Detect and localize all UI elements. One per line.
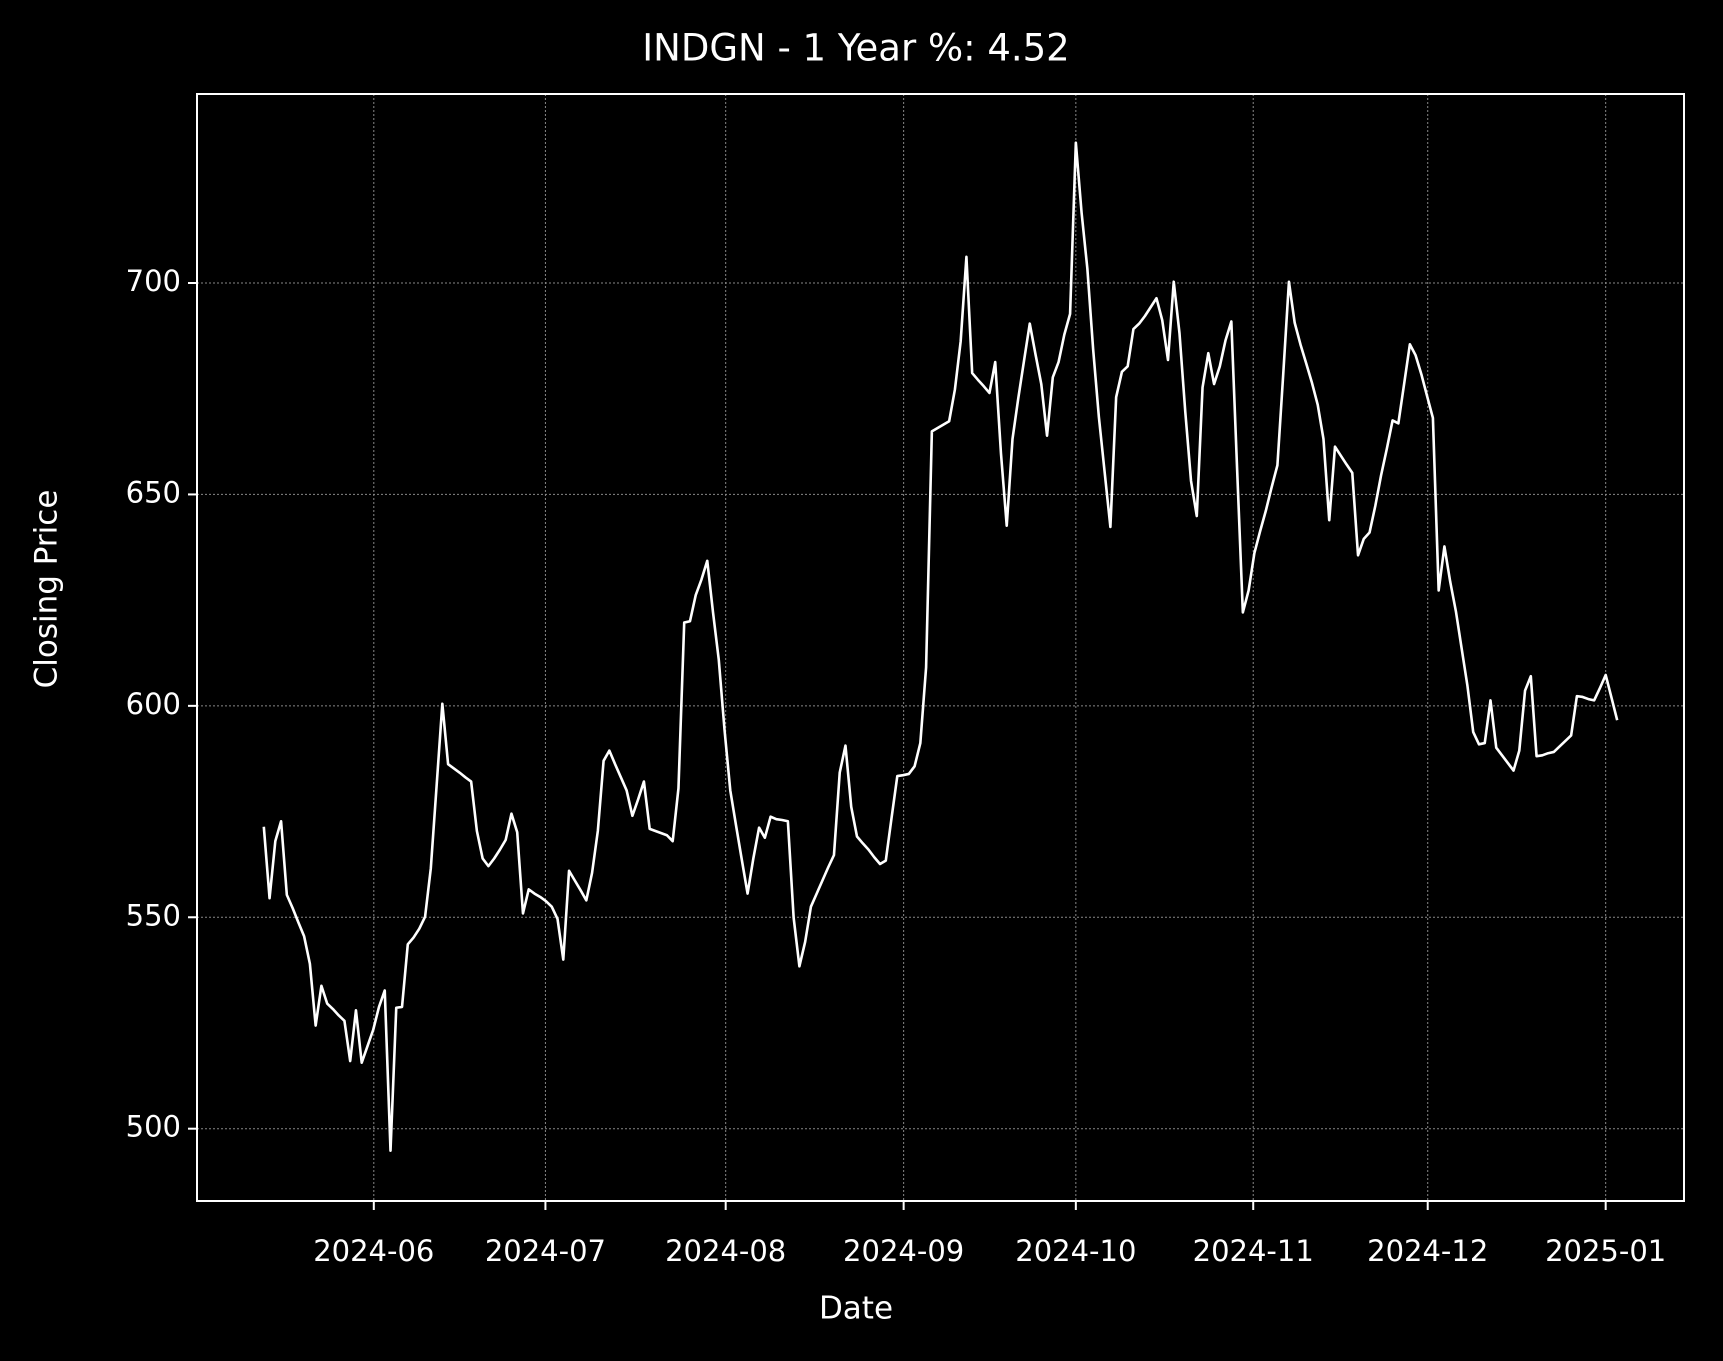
x-tick-label: 2024-07 <box>485 1234 606 1268</box>
chart-title: INDGN - 1 Year %: 4.52 <box>642 27 1069 70</box>
y-tick-label: 550 <box>126 898 181 932</box>
y-tick-label: 600 <box>126 687 181 721</box>
x-tick-label: 2024-08 <box>665 1234 786 1268</box>
x-tick-label: 2024-11 <box>1193 1234 1314 1268</box>
y-axis-label: Closing Price <box>29 490 65 689</box>
x-tick-label: 2025-01 <box>1545 1234 1666 1268</box>
x-tick-label: 2024-10 <box>1015 1234 1136 1268</box>
y-tick-label: 650 <box>126 475 181 509</box>
x-tick-label: 2024-12 <box>1367 1234 1488 1268</box>
plot-frame <box>196 93 1685 1202</box>
y-tick-label: 700 <box>126 264 181 298</box>
y-tick-label: 500 <box>126 1110 181 1144</box>
x-tick-label: 2024-09 <box>843 1234 964 1268</box>
x-axis-label: Date <box>819 1291 893 1327</box>
price-line <box>262 141 1619 1152</box>
x-tick-label: 2024-06 <box>313 1234 434 1268</box>
